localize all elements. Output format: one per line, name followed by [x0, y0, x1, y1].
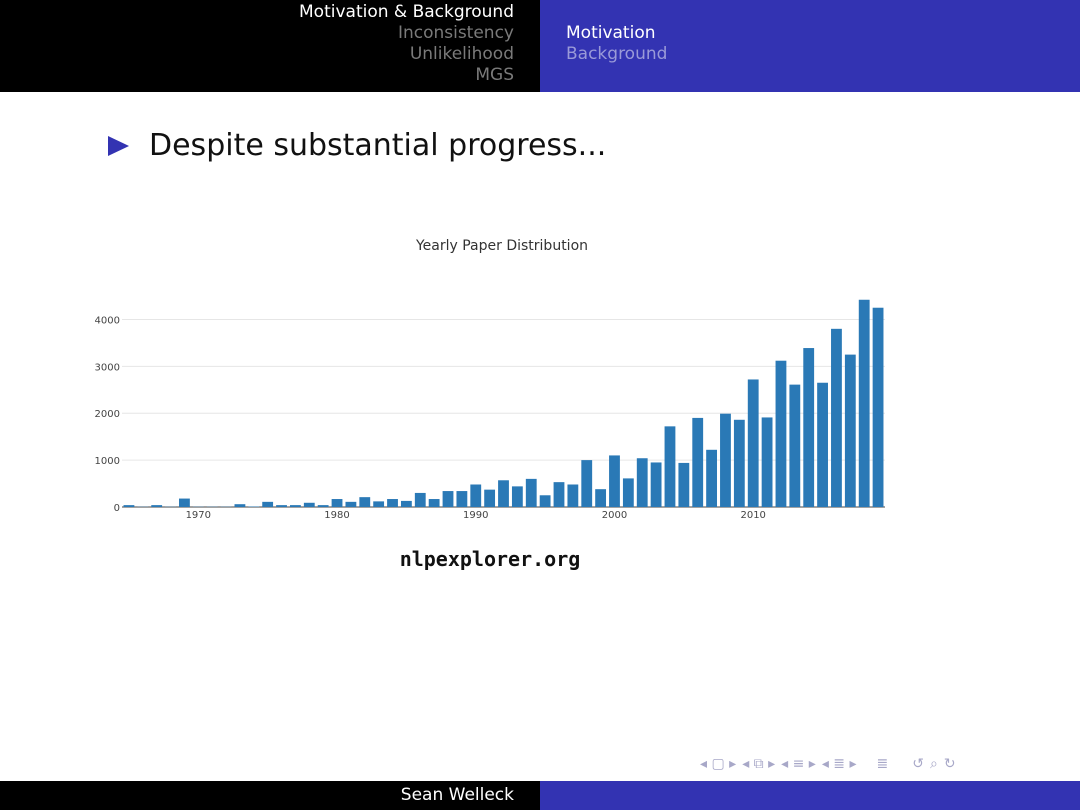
- nav-search-icon[interactable]: ⌕: [929, 756, 938, 772]
- bar-1989: [456, 491, 468, 507]
- site-link[interactable]: nlpexplorer.org: [399, 547, 581, 571]
- section-motivation-background[interactable]: Motivation & Background: [299, 2, 514, 22]
- bar-2008: [720, 413, 731, 507]
- author-name: Sean Welleck: [400, 785, 514, 805]
- bar-1990: [470, 484, 482, 507]
- bar-2005: [678, 462, 690, 507]
- bar-1985: [400, 500, 412, 507]
- subsection-list: Motivation Background: [566, 23, 667, 65]
- chart-axes: 0 1000 2000 3000 4000 1970 1980 1990 2000 2010: [95, 315, 766, 521]
- bar-2007: [706, 449, 718, 507]
- nav-forward-icon[interactable]: ↻: [943, 756, 956, 772]
- bar-2006: [692, 417, 704, 507]
- bar-1993: [511, 486, 523, 507]
- nav-frame-icon[interactable]: ◂ ▢ ▸: [700, 756, 737, 772]
- beamer-navigation: ◂ ▢ ▸ ◂ ⧉ ▸ ◂ ≡ ▸ ◂ ≣ ▸ ≣ ↺ ⌕ ↻: [700, 756, 956, 772]
- header-subsections-panel: Motivation Background: [540, 0, 1080, 92]
- bar-1997: [567, 484, 579, 507]
- bar-2004: [664, 426, 676, 507]
- bar-1988: [442, 491, 454, 507]
- bar-2019: [872, 307, 884, 507]
- bar-1991: [484, 489, 496, 507]
- bar-1980: [331, 499, 343, 507]
- subsection-motivation[interactable]: Motivation: [566, 23, 656, 43]
- bar-1976: [276, 505, 287, 507]
- section-unlikelihood[interactable]: Unlikelihood: [409, 44, 514, 64]
- bar-2009: [733, 419, 745, 507]
- bar-1983: [373, 501, 385, 507]
- y-tick-label-0: 0: [114, 503, 120, 514]
- bar-2017: [844, 354, 856, 507]
- footer-bar: Sean Welleck: [0, 781, 1080, 810]
- bar-1999: [595, 489, 607, 507]
- bar-1994: [525, 478, 537, 507]
- y-tick-label-1: 1000: [95, 456, 120, 467]
- nav-subsection-icon[interactable]: ◂ ⧉ ▸: [742, 756, 776, 772]
- section-mgs[interactable]: MGS: [475, 65, 514, 85]
- bar-1996: [553, 482, 565, 507]
- bar-2002: [636, 458, 648, 507]
- bar-2000: [609, 455, 620, 507]
- nav-section-icon[interactable]: ◂ ≡ ▸: [781, 756, 816, 772]
- nav-slide-icon[interactable]: ◂ ≣ ▸: [821, 756, 857, 772]
- x-tick-label-2: 1990: [463, 510, 488, 521]
- bar-2001: [622, 478, 634, 507]
- x-tick-label-0: 1970: [186, 510, 211, 521]
- bar-2015: [817, 382, 828, 507]
- nav-align-icon[interactable]: ≣: [876, 756, 889, 772]
- bar-1986: [414, 492, 426, 507]
- bar-2011: [761, 417, 773, 507]
- chart-bars: [123, 299, 884, 507]
- bar-1973: [234, 504, 246, 507]
- chart-title: Yearly Paper Distribution: [415, 238, 588, 254]
- bar-1978: [303, 502, 315, 507]
- bar-2016: [831, 328, 842, 507]
- bar-1981: [345, 501, 357, 507]
- bar-1969: [179, 498, 190, 507]
- bar-1984: [387, 499, 398, 507]
- yearly-paper-chart: Yearly Paper Distribution 0 1000 2000 3000 4…: [95, 238, 885, 521]
- bar-1998: [581, 460, 593, 507]
- y-tick-label-2: 2000: [95, 409, 120, 420]
- bar-1979: [317, 505, 329, 507]
- bar-2003: [650, 462, 662, 507]
- bar-1967: [151, 505, 163, 507]
- bar-1977: [289, 505, 301, 507]
- section-list: Motivation & Background Inconsistency Un…: [299, 2, 514, 86]
- x-tick-label-4: 2010: [740, 510, 765, 521]
- header-bar: Motivation & Background Inconsistency Un…: [0, 0, 1080, 92]
- bullet-item: Despite substantial progress...: [108, 128, 606, 163]
- y-tick-label-4: 4000: [95, 315, 120, 326]
- bar-1965: [123, 505, 135, 507]
- bar-1975: [262, 501, 274, 507]
- subsection-background[interactable]: Background: [566, 44, 668, 64]
- bar-2014: [803, 348, 815, 507]
- section-inconsistency[interactable]: Inconsistency: [397, 23, 514, 43]
- x-tick-label-3: 2000: [602, 510, 627, 521]
- bar-2013: [789, 384, 801, 507]
- y-tick-label-3: 3000: [95, 362, 120, 373]
- bar-1992: [498, 480, 509, 507]
- bar-1995: [539, 495, 551, 507]
- header-sections-panel: Motivation & Background Inconsistency Un…: [0, 0, 540, 92]
- footer-author-panel: Sean Welleck: [0, 781, 540, 810]
- footer-right-panel: [540, 781, 1080, 810]
- bullet-triangle-icon: [108, 135, 129, 156]
- bullet-text: Despite substantial progress...: [149, 128, 607, 163]
- bar-1987: [428, 499, 440, 507]
- x-tick-label-1: 1980: [324, 510, 349, 521]
- bar-2010: [747, 379, 759, 507]
- bar-1982: [359, 497, 371, 507]
- bar-2012: [775, 360, 787, 507]
- nav-back-icon[interactable]: ↺: [912, 756, 924, 772]
- bar-2018: [858, 299, 870, 507]
